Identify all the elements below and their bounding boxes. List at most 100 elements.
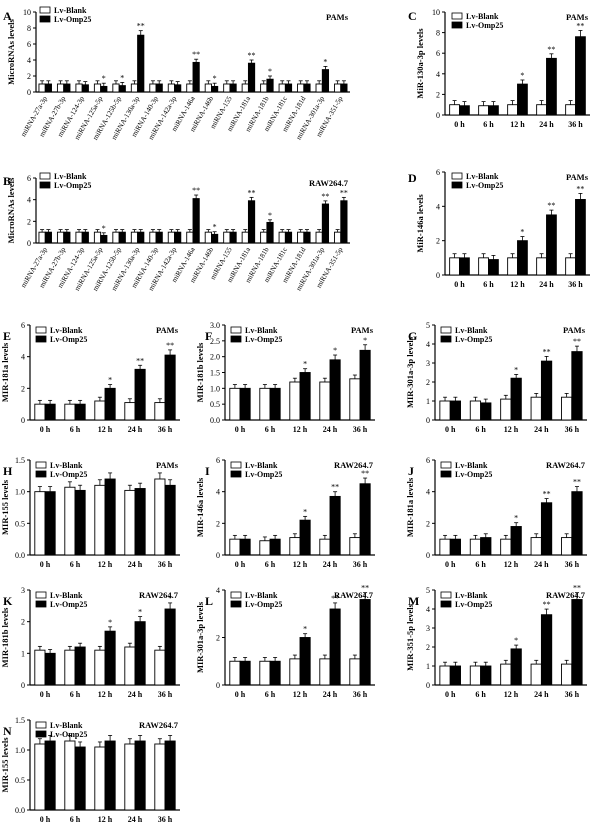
- y-tick-label: 1.5: [15, 716, 25, 725]
- panel-letter: K: [3, 594, 13, 608]
- y-tick-label: 4: [436, 202, 440, 211]
- legend-label-blank: Lv-Blank: [50, 461, 83, 470]
- y-axis-label: MIR-181b levels: [195, 342, 205, 402]
- bar-lv-omp25: [44, 83, 52, 93]
- significance-marker: **: [573, 584, 581, 593]
- legend-swatch-omp: [451, 21, 463, 29]
- bar-lv-omp25: [266, 78, 274, 93]
- bar-lv-omp25: [546, 214, 557, 276]
- y-tick-label: 1.0: [15, 746, 25, 755]
- bar-lv-blank: [536, 104, 547, 116]
- x-tick-label: 12 h: [293, 425, 308, 434]
- bar-lv-blank: [223, 83, 231, 93]
- y-tick-label: 6: [27, 174, 31, 183]
- x-tick-label: 36 h: [158, 560, 173, 569]
- chart-panel-k: K 0 1 2 3 MIR-181b levels RAW264.7 Lv-BlankLv-O…: [0, 586, 180, 699]
- bar-lv-blank: [75, 231, 83, 244]
- bar-lv-blank: [500, 398, 512, 421]
- x-tick-label: 12 h: [504, 560, 519, 569]
- bar-lv-blank: [449, 257, 460, 276]
- y-tick-label: 1: [21, 649, 25, 658]
- cell-type-label: RAW264.7: [334, 590, 374, 600]
- panel-letter: I: [205, 464, 210, 478]
- bar-lv-omp25: [459, 257, 470, 276]
- significance-marker: *: [520, 71, 524, 80]
- bar-lv-omp25: [510, 648, 522, 686]
- y-tick-label: 6: [436, 168, 440, 177]
- x-tick-label: 6 h: [70, 560, 81, 569]
- significance-marker: **: [573, 478, 581, 487]
- y-tick-label: 0: [436, 271, 440, 280]
- cell-type-label: PAMs: [566, 12, 589, 22]
- bar-lv-omp25: [174, 84, 182, 93]
- bar-lv-omp25: [480, 402, 492, 421]
- y-tick-label: 2: [216, 634, 220, 643]
- significance-marker: **: [547, 201, 555, 210]
- bar-lv-blank: [124, 743, 136, 811]
- x-tick-label: 6 h: [70, 690, 81, 699]
- bar-lv-omp25: [137, 231, 145, 244]
- significance-marker: **: [543, 347, 551, 356]
- legend-swatch-blank: [35, 721, 47, 729]
- bar-lv-omp25: [74, 403, 86, 421]
- bar-lv-blank: [289, 658, 301, 686]
- bar-lv-omp25: [575, 36, 586, 116]
- x-tick-label: 36 h: [565, 425, 580, 434]
- bar-lv-omp25: [575, 199, 586, 276]
- y-tick-label: 6: [426, 456, 430, 465]
- y-tick-label: 0: [21, 681, 25, 690]
- x-tick-label: 0 h: [445, 690, 456, 699]
- y-tick-label: 0: [27, 88, 31, 97]
- bar-lv-omp25: [229, 231, 237, 244]
- bar-lv-blank: [204, 231, 212, 244]
- bar-lv-omp25: [303, 83, 311, 93]
- legend-label-blank: Lv-Blank: [245, 591, 278, 600]
- bar-lv-blank: [469, 665, 482, 686]
- y-axis-label: MIR-155 levels: [0, 737, 10, 793]
- bar-lv-omp25: [164, 740, 176, 811]
- x-tick-label: 12 h: [98, 815, 113, 824]
- chart-panel-h: H 0.0 0.5 1.0 1.5 MIR-155 levels PAMs Lv-BlankL…: [0, 456, 180, 569]
- legend-swatch-blank: [230, 326, 242, 334]
- significance-marker: **: [166, 341, 174, 350]
- significance-marker: *: [514, 636, 518, 645]
- legend-swatch-omp: [230, 600, 242, 608]
- y-axis-label: MIR-146a levels: [195, 477, 205, 537]
- x-tick-label: 36 h: [353, 690, 368, 699]
- y-tick-label: 6: [21, 321, 25, 330]
- cell-type-label: PAMs: [351, 325, 374, 335]
- bar-lv-blank: [565, 257, 576, 276]
- x-tick-label: 6 h: [483, 280, 494, 289]
- x-tick-label: 12 h: [293, 690, 308, 699]
- legend-label-blank: Lv-Blank: [466, 172, 499, 181]
- x-tick-label: 6 h: [475, 690, 486, 699]
- bar-lv-omp25: [44, 740, 56, 811]
- y-tick-label: 1: [426, 397, 430, 406]
- legend-label-blank: Lv-Blank: [455, 591, 488, 600]
- bar-lv-blank: [94, 746, 106, 811]
- cell-type-label: RAW264.7: [139, 720, 179, 730]
- x-tick-label: 24 h: [534, 425, 549, 434]
- bar-lv-blank: [530, 537, 542, 556]
- bar-lv-blank: [297, 231, 305, 244]
- bar-lv-blank: [561, 537, 573, 556]
- y-tick-label: 2: [426, 519, 430, 528]
- legend-label-omp: Lv-Omp25: [455, 600, 492, 609]
- chart-panel-m: M 0 1 2 3 4 5 MIR-351-5p levels RAW264.7 Lv-Blank…: [405, 584, 587, 699]
- bar-lv-omp25: [480, 537, 492, 556]
- bar-lv-omp25: [299, 372, 311, 421]
- bar-lv-omp25: [164, 484, 176, 556]
- bar-lv-omp25: [284, 83, 293, 93]
- bar-lv-blank: [349, 378, 361, 421]
- bar-lv-omp25: [269, 387, 281, 421]
- y-axis-label: MIR-155 levels: [0, 479, 10, 535]
- legend-swatch-omp: [230, 470, 242, 478]
- bar-lv-blank: [439, 538, 451, 556]
- bar-lv-blank: [241, 231, 249, 244]
- x-tick-label: 6 h: [475, 560, 486, 569]
- legend-swatch-blank: [39, 6, 51, 14]
- bar-lv-omp25: [340, 83, 348, 93]
- y-tick-label: 3: [426, 359, 430, 368]
- panel-letter: C: [408, 9, 417, 23]
- bar-lv-blank: [34, 403, 46, 421]
